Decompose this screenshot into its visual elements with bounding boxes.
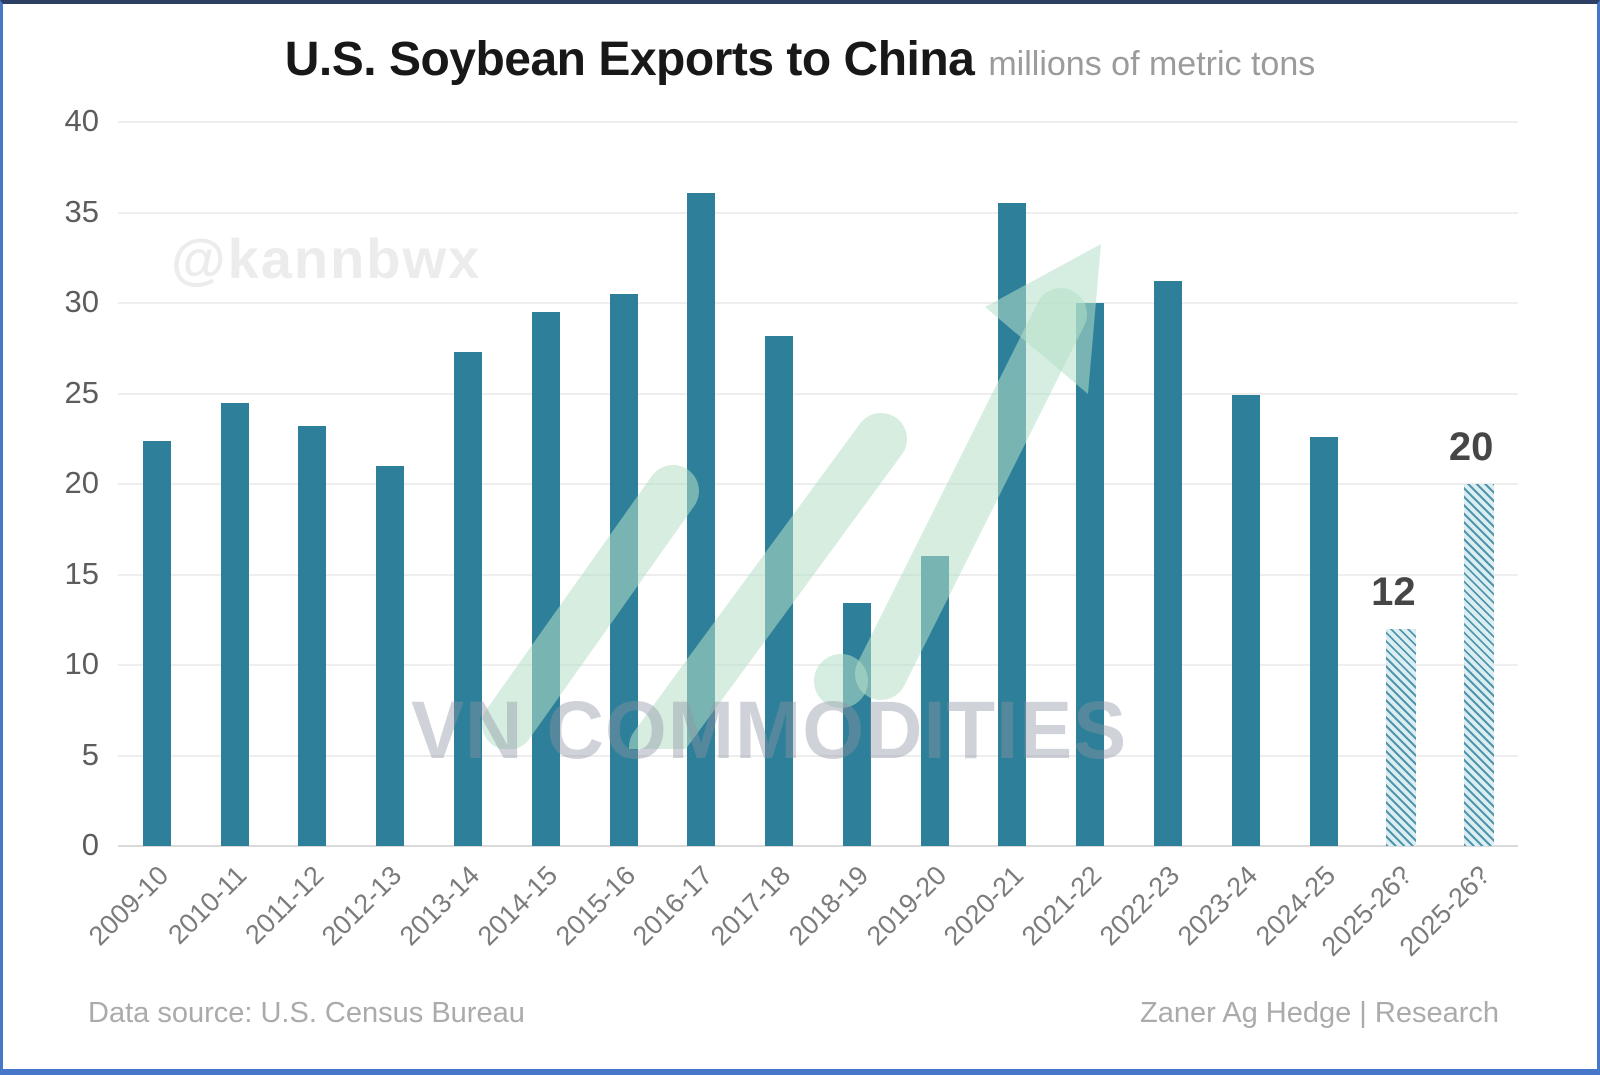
- x-axis-tick-label: 2018-19: [782, 860, 875, 952]
- x-axis-tick-label: 2012-13: [316, 860, 408, 952]
- watermark-handle-text: @kannbwx: [171, 227, 482, 290]
- y-axis-tick-label: 15: [64, 555, 99, 591]
- gridline: [118, 302, 1518, 304]
- bar-2009-10: [142, 440, 171, 846]
- x-axis-tick-label: 2020-21: [938, 860, 1030, 952]
- gridline: [118, 121, 1518, 123]
- y-axis-tick-label: 5: [81, 736, 99, 772]
- bar-slot: 20: [1440, 122, 1518, 846]
- y-axis-tick-label: 25: [64, 374, 99, 410]
- bar-slot: 12: [1363, 122, 1441, 846]
- bar-slot: [118, 122, 196, 846]
- chart-title: U.S. Soybean Exports to China: [284, 33, 975, 86]
- bar-value-label: 12: [1371, 569, 1416, 614]
- footer-credit: Zaner Ag Hedge | Research: [1140, 997, 1499, 1029]
- bar-2010-11: [220, 402, 249, 846]
- y-axis-tick-label: 35: [64, 193, 99, 229]
- chart-header: U.S. Soybean Exports to China millions of…: [3, 32, 1597, 87]
- x-axis-tick-label: 2022-23: [1093, 860, 1186, 952]
- x-axis-tick-label: 2013-14: [393, 860, 486, 952]
- y-axis-tick-label: 30: [64, 284, 99, 319]
- forecast-bar-2025-26?: [1386, 628, 1417, 846]
- bar-2013-14: [454, 351, 483, 846]
- y-axis-tick-label: 40: [64, 103, 99, 138]
- y-axis-tick-label: 0: [81, 827, 99, 862]
- gridline: [118, 211, 1518, 214]
- bar-slot: [274, 122, 352, 846]
- gridline: [118, 754, 1518, 757]
- bar-slot: [1207, 122, 1285, 846]
- y-axis-tick-label: 10: [64, 646, 99, 681]
- chart-footer: Data source: U.S. Census Bureau Zaner Ag…: [3, 979, 1597, 1069]
- x-axis-tick-label: 2019-20: [860, 860, 952, 952]
- bar-slot: [1285, 122, 1363, 846]
- bar-2011-12: [298, 426, 327, 846]
- bar-2022-23: [1154, 281, 1183, 846]
- x-axis-tick-label: 2016-17: [627, 860, 719, 952]
- x-axis-tick-label: 2011-12: [239, 860, 330, 950]
- x-axis-tick-label: 2014-15: [471, 860, 564, 952]
- bar-2023-24: [1231, 395, 1260, 846]
- bar-2012-13: [376, 465, 405, 846]
- x-axis-baseline: [118, 845, 1518, 847]
- x-axis-tick-label: 2017-18: [705, 860, 797, 952]
- bar-2024-25: [1309, 436, 1338, 846]
- bar-slot: [1129, 122, 1207, 846]
- watermark-brand-text: VN COMMODITIES: [411, 685, 1128, 776]
- x-axis-tick-label: 2021-22: [1016, 860, 1108, 952]
- bar-slot: [351, 122, 429, 846]
- bar-value-label: 20: [1448, 425, 1494, 469]
- x-axis-tick-label: 2010-11: [162, 860, 252, 950]
- footer-source: Data source: U.S. Census Bureau: [88, 997, 525, 1029]
- gridline: [118, 392, 1518, 395]
- chart-subtitle: millions of metric tons: [988, 45, 1316, 83]
- x-axis-tick-label: 2015-16: [549, 860, 641, 952]
- bar-slot: [429, 122, 507, 846]
- y-axis-tick-label: 20: [64, 465, 99, 500]
- x-axis-tick-label: 2009-10: [82, 860, 175, 952]
- bar-slot: [196, 122, 274, 846]
- forecast-bar-2025-26?: [1464, 484, 1495, 846]
- x-axis-tick-label: 2023-24: [1171, 860, 1264, 952]
